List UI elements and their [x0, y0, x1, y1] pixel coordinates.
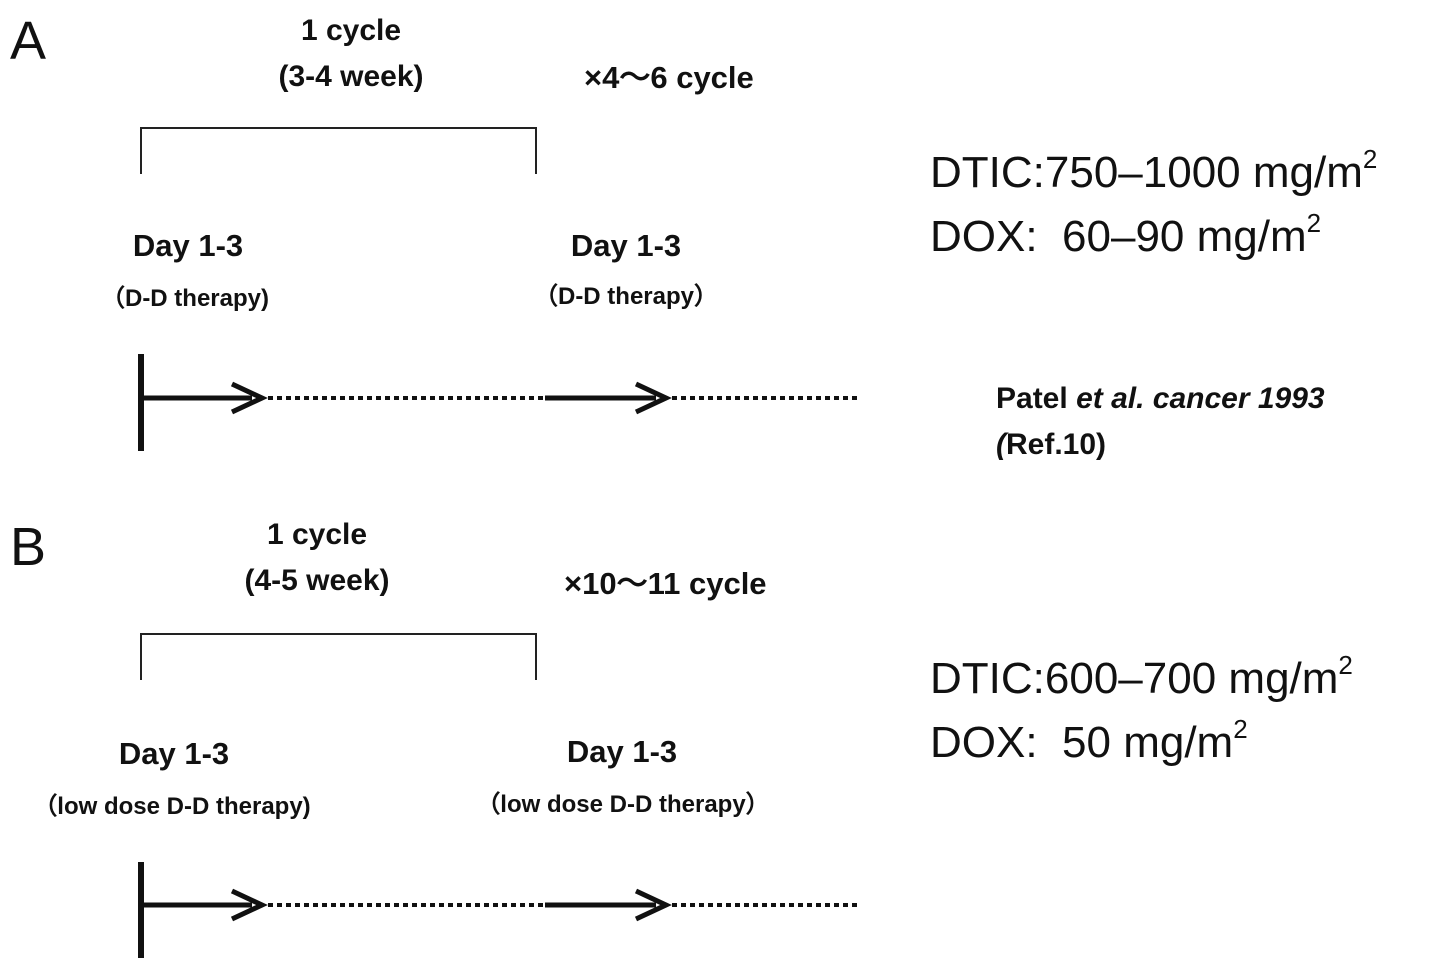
- dose-amount: 750–1000 mg/m: [1044, 148, 1363, 197]
- cycle-weeks-b: (4-5 week): [244, 564, 390, 597]
- panel-label-b: B: [10, 517, 47, 577]
- cycle-bracket-a: [140, 127, 537, 174]
- day-label-a2: Day 1-3: [570, 228, 682, 263]
- therapy-label-b2: （low dose D-D therapy）: [476, 791, 770, 818]
- cycle-count-b: 1 cycle: [266, 518, 368, 551]
- cycle-duration-a: 1 cycle (3-4 week): [246, 8, 456, 100]
- reference-paren: (: [996, 428, 1006, 461]
- unit-superscript: 2: [1306, 208, 1322, 238]
- dose-drug-name: DTIC: [930, 148, 1033, 197]
- cycle-repeat-b: ×10～11 cycle: [564, 566, 767, 601]
- cycle-duration-b: 1 cycle (4-5 week): [212, 512, 422, 604]
- dose-dox-b: DOX: 50 mg/m2: [930, 714, 1248, 767]
- timeline-arrowhead-b2: [634, 888, 672, 922]
- timeline-arrowhead-b1: [230, 888, 268, 922]
- unit-superscript: 2: [1362, 144, 1378, 174]
- therapy-label-b1: （low dose D-D therapy): [33, 793, 311, 820]
- day-label-b1: Day 1-3: [118, 736, 230, 771]
- timeline-arrowhead-a2: [634, 381, 672, 415]
- panel-label-a: A: [10, 11, 47, 71]
- therapy-label-a2: （D-D therapy）: [533, 283, 719, 310]
- day-label-a1: Day 1-3: [132, 228, 244, 263]
- dose-amount: 60–90 mg/m: [1062, 212, 1307, 261]
- dose-amount: 600–700 mg/m: [1044, 654, 1339, 703]
- dose-drug-name: DTIC: [930, 654, 1033, 703]
- reference-citation: Patel et al. cancer 1993 (Ref.10): [996, 376, 1325, 468]
- reference-number: Ref.10): [1006, 428, 1107, 461]
- day-label-b2: Day 1-3: [566, 734, 678, 769]
- dose-dox-a: DOX: 60–90 mg/m2: [930, 208, 1322, 261]
- dose-drug-name: DOX: [930, 212, 1026, 261]
- dose-drug-name: DOX: [930, 718, 1026, 767]
- cycle-bracket-b: [140, 633, 537, 680]
- dose-dtic-a: DTIC:750–1000 mg/m2: [930, 144, 1378, 197]
- cycle-count-a: 1 cycle: [300, 14, 402, 47]
- unit-superscript: 2: [1338, 650, 1353, 680]
- cycle-repeat-a: ×4～6 cycle: [584, 60, 754, 95]
- cycle-weeks-a: (3-4 week): [278, 60, 424, 93]
- timeline-arrowhead-a1: [230, 381, 268, 415]
- reference-author: Patel: [996, 382, 1068, 415]
- dose-dtic-b: DTIC:600–700 mg/m2: [930, 650, 1353, 703]
- unit-superscript: 2: [1233, 714, 1248, 744]
- reference-journal: et al. cancer 1993: [1076, 382, 1325, 415]
- therapy-label-a1: （D-D therapy): [100, 285, 269, 312]
- dose-amount: 50 mg/m: [1062, 718, 1234, 767]
